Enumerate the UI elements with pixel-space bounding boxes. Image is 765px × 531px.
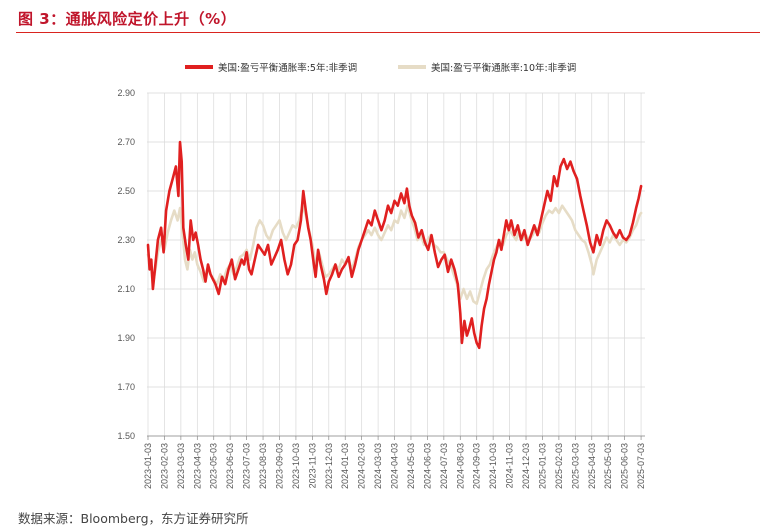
x-tick-label: 2023-04-03	[192, 443, 202, 489]
y-tick-label: 2.70	[117, 137, 135, 147]
legend-label: 美国:盈亏平衡通胀率:5年:非季调	[218, 62, 357, 74]
x-tick-label: 2024-05-03	[406, 443, 416, 489]
page-title: 图 3：通胀风险定价上升（%）	[18, 10, 237, 28]
y-tick-label: 2.10	[117, 284, 135, 294]
x-tick-label: 2023-10-03	[291, 443, 301, 489]
x-tick-label: 2025-01-03	[537, 443, 547, 489]
x-tick-label: 2024-11-03	[505, 443, 515, 488]
x-tick-label: 2025-03-03	[570, 443, 580, 489]
x-tick-label: 2024-02-03	[357, 443, 367, 489]
x-tick-label: 2023-02-03	[159, 443, 169, 489]
x-tick-label: 2024-04-03	[390, 443, 400, 489]
data-source: 数据来源：Bloomberg，东方证券研究所	[18, 511, 249, 526]
title-divider	[16, 32, 760, 33]
legend-label: 美国:盈亏平衡通胀率:10年:非季调	[431, 62, 576, 74]
y-tick-label: 1.90	[117, 333, 135, 343]
x-tick-label: 2025-04-03	[587, 443, 597, 489]
x-tick-label: 2024-06-03	[422, 443, 432, 489]
x-tick-label: 2023-05-03	[209, 443, 219, 489]
x-tick-label: 2023-07-03	[242, 443, 252, 489]
x-tick-label: 2024-10-03	[488, 443, 498, 489]
x-tick-label: 2023-11-03	[307, 443, 317, 488]
series-line-5y	[146, 140, 643, 350]
x-tick-label: 2023-08-03	[258, 443, 268, 489]
x-axis-ticks: 2023-01-03 2023-02-03 2023-03-03 2023-04-03…	[143, 436, 646, 489]
legend: 美国:盈亏平衡通胀率:5年:非季调 美国:盈亏平衡通胀率:10年:非季调	[185, 62, 576, 74]
y-tick-label: 2.90	[117, 88, 135, 98]
x-tick-label: 2025-07-03	[636, 443, 646, 489]
x-tick-label: 2024-07-03	[439, 443, 449, 489]
x-tick-label: 2023-06-03	[225, 443, 235, 489]
x-tick-label: 2024-09-03	[472, 443, 482, 489]
x-tick-label: 2023-03-03	[176, 443, 186, 489]
x-tick-label: 2025-02-03	[554, 443, 564, 489]
x-tick-label: 2025-05-03	[603, 443, 613, 489]
x-tick-label: 2023-01-03	[143, 443, 153, 489]
y-axis-ticks: 1.50 1.70 1.90 2.10 2.30 2.50 2.70 2.90	[117, 88, 135, 441]
line-chart: 1.50 1.70 1.90 2.10 2.30 2.50 2.70 2.90 2023-01…	[117, 62, 646, 489]
x-tick-label: 2024-12-03	[521, 443, 531, 489]
x-tick-label: 2023-12-03	[324, 443, 334, 489]
series-lines	[146, 140, 643, 350]
x-tick-label: 2024-03-03	[373, 443, 383, 489]
x-tick-label: 2025-06-03	[620, 443, 630, 489]
y-tick-label: 2.30	[117, 235, 135, 245]
y-tick-label: 2.50	[117, 186, 135, 196]
x-tick-label: 2023-09-03	[274, 443, 284, 489]
y-tick-label: 1.50	[117, 431, 135, 441]
x-tick-label: 2024-08-03	[455, 443, 465, 489]
grid-lines	[147, 92, 645, 437]
x-tick-label: 2024-01-03	[340, 443, 350, 489]
y-tick-label: 1.70	[117, 382, 135, 392]
